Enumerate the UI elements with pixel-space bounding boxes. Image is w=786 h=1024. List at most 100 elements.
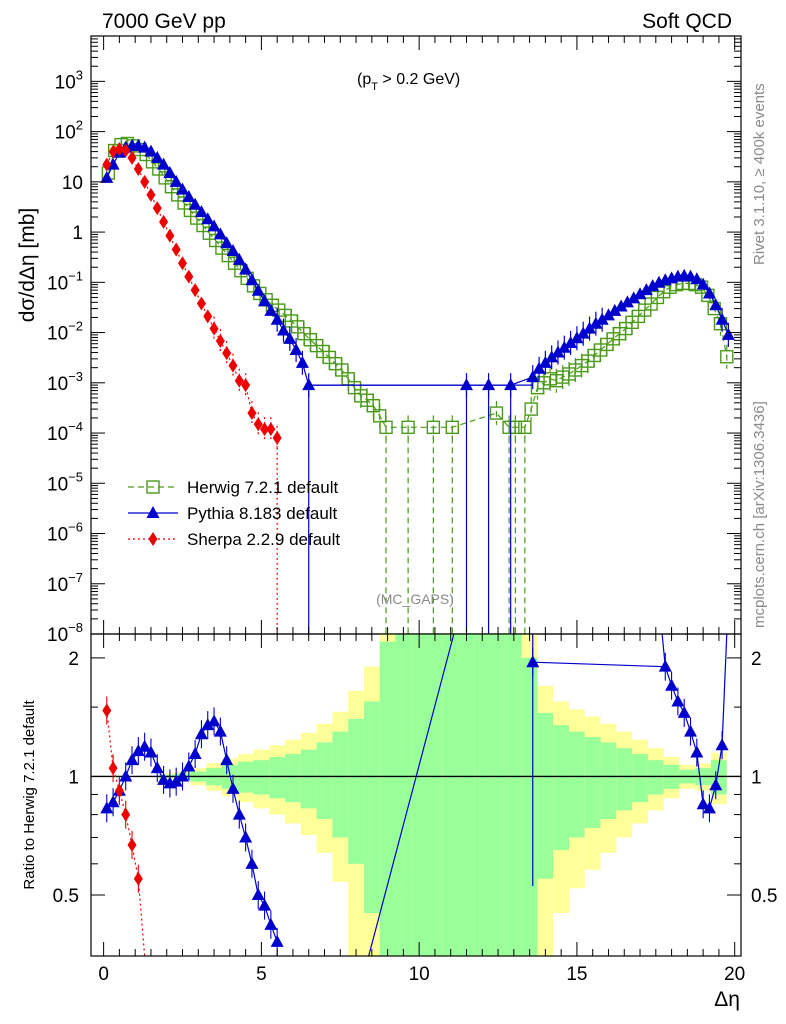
legend: Herwig 7.2.1 default Pythia 8.183 default… xyxy=(128,478,340,549)
data-point xyxy=(551,345,565,358)
watermark: (MC_GAPS) xyxy=(376,591,454,607)
ratio-point xyxy=(102,703,112,718)
ratio-point xyxy=(157,772,171,785)
y-tick-base: 10 xyxy=(55,72,76,93)
uncertainty-band-inner xyxy=(411,634,428,956)
uncertainty-band-inner xyxy=(553,725,570,851)
ratio-series-2 xyxy=(102,696,143,893)
y-tick-base: 10 xyxy=(55,123,76,144)
data-point xyxy=(601,308,615,321)
x-tick-label: 15 xyxy=(566,964,587,985)
y-tick-base: 1 xyxy=(72,223,83,244)
y-tick-base: 10 xyxy=(47,324,68,345)
uncertainty-band-inner xyxy=(363,701,380,914)
data-point xyxy=(176,182,190,195)
uncertainty-band-inner xyxy=(600,742,617,819)
uncertainty-band-inner xyxy=(474,634,491,956)
data-point xyxy=(102,157,112,172)
y-tick-base: 10 xyxy=(47,374,68,395)
data-point xyxy=(140,174,150,189)
uncertainty-band-inner xyxy=(269,757,286,799)
data-point xyxy=(715,312,729,325)
data-point xyxy=(504,378,518,391)
data-point xyxy=(627,291,641,304)
legend-entry: Herwig 7.2.1 default xyxy=(187,478,338,497)
data-point xyxy=(690,272,704,285)
uncertainty-band-inner xyxy=(490,634,506,956)
y-tick-exp: −2 xyxy=(68,319,83,334)
y-tick-exp: −3 xyxy=(68,369,83,384)
main-title-main: (p xyxy=(357,71,371,88)
ratio-point xyxy=(144,745,158,758)
y-tick-base: 10 xyxy=(62,173,83,194)
main-plot-area xyxy=(100,136,735,634)
ratio-frame xyxy=(90,633,742,957)
ratio-panel: 0 5 10 15 20 0.5 0.5 1 1 2 2 Ratio to Herwig 7.2.1… xyxy=(21,633,777,1011)
ratio-point xyxy=(232,807,246,820)
data-point xyxy=(241,378,251,393)
uncertainty-band-inner xyxy=(647,760,664,795)
data-point xyxy=(196,296,206,311)
header-left: 7000 GeV pp xyxy=(102,10,226,33)
data-point xyxy=(228,358,238,373)
data-point xyxy=(184,269,194,284)
ratio-point xyxy=(194,727,208,740)
ratio-point xyxy=(226,781,240,794)
y-tick-label: 10−3 xyxy=(47,369,83,395)
data-point xyxy=(100,170,114,183)
data-point xyxy=(226,244,240,257)
data-point xyxy=(720,350,734,364)
uncertainty-band-inner xyxy=(253,760,270,795)
x-tick-label: 0 xyxy=(98,964,109,985)
data-point xyxy=(583,321,597,334)
y-tick-label: 1 xyxy=(72,223,83,244)
ratio-point xyxy=(108,761,118,776)
ratio-point xyxy=(207,714,221,727)
y-tick-label: 10−4 xyxy=(47,419,83,445)
data-point xyxy=(234,373,244,388)
uncertainty-band-inner xyxy=(237,761,254,793)
y-tick-base: 10 xyxy=(47,474,68,495)
y-tick-label: 10 xyxy=(62,173,83,194)
data-point xyxy=(373,409,387,423)
data-point xyxy=(633,287,647,300)
y-tick-label: 103 xyxy=(55,67,83,93)
data-point xyxy=(459,378,473,391)
data-point xyxy=(538,355,552,368)
data-point xyxy=(114,142,124,157)
ratio-y-tick-label: 1 xyxy=(68,767,79,788)
legend-marker xyxy=(146,480,160,494)
data-point xyxy=(264,303,278,316)
y-tick-label: 10−1 xyxy=(47,268,83,294)
y-tick-exp: −4 xyxy=(68,419,83,434)
data-point xyxy=(188,197,202,210)
ratio-point xyxy=(251,887,265,900)
uncertainty-band-inner xyxy=(442,634,459,956)
ratio-point xyxy=(169,774,183,787)
main-y-axis-label: dσ/dΔη [mb] xyxy=(16,208,39,323)
data-point xyxy=(209,321,219,336)
data-point xyxy=(213,227,227,240)
ratio-point xyxy=(245,856,259,869)
data-point xyxy=(646,279,660,292)
ratio-point xyxy=(239,830,253,843)
ratio-point xyxy=(106,795,120,808)
uncertainty-band-inner xyxy=(316,742,333,819)
ratio-y-tick-label-right: 0.5 xyxy=(751,886,777,907)
data-point xyxy=(709,298,723,311)
data-point xyxy=(620,295,634,308)
main-title: (pT > 0.2 GeV) xyxy=(357,71,460,93)
ratio-plot-area xyxy=(91,634,741,956)
x-axis-label: Δη xyxy=(714,988,740,1011)
y-tick-exp: −1 xyxy=(68,268,83,283)
data-point xyxy=(138,140,152,153)
data-point xyxy=(270,312,284,325)
data-point xyxy=(207,219,221,232)
y-tick-base: 10 xyxy=(47,273,68,294)
y-tick-label: 10−2 xyxy=(47,319,83,345)
uncertainty-band-inner xyxy=(521,657,538,956)
ratio-crossing-line xyxy=(721,634,728,746)
uncertainty-band-inner xyxy=(285,754,301,803)
data-point xyxy=(302,378,316,391)
data-point xyxy=(146,187,156,202)
